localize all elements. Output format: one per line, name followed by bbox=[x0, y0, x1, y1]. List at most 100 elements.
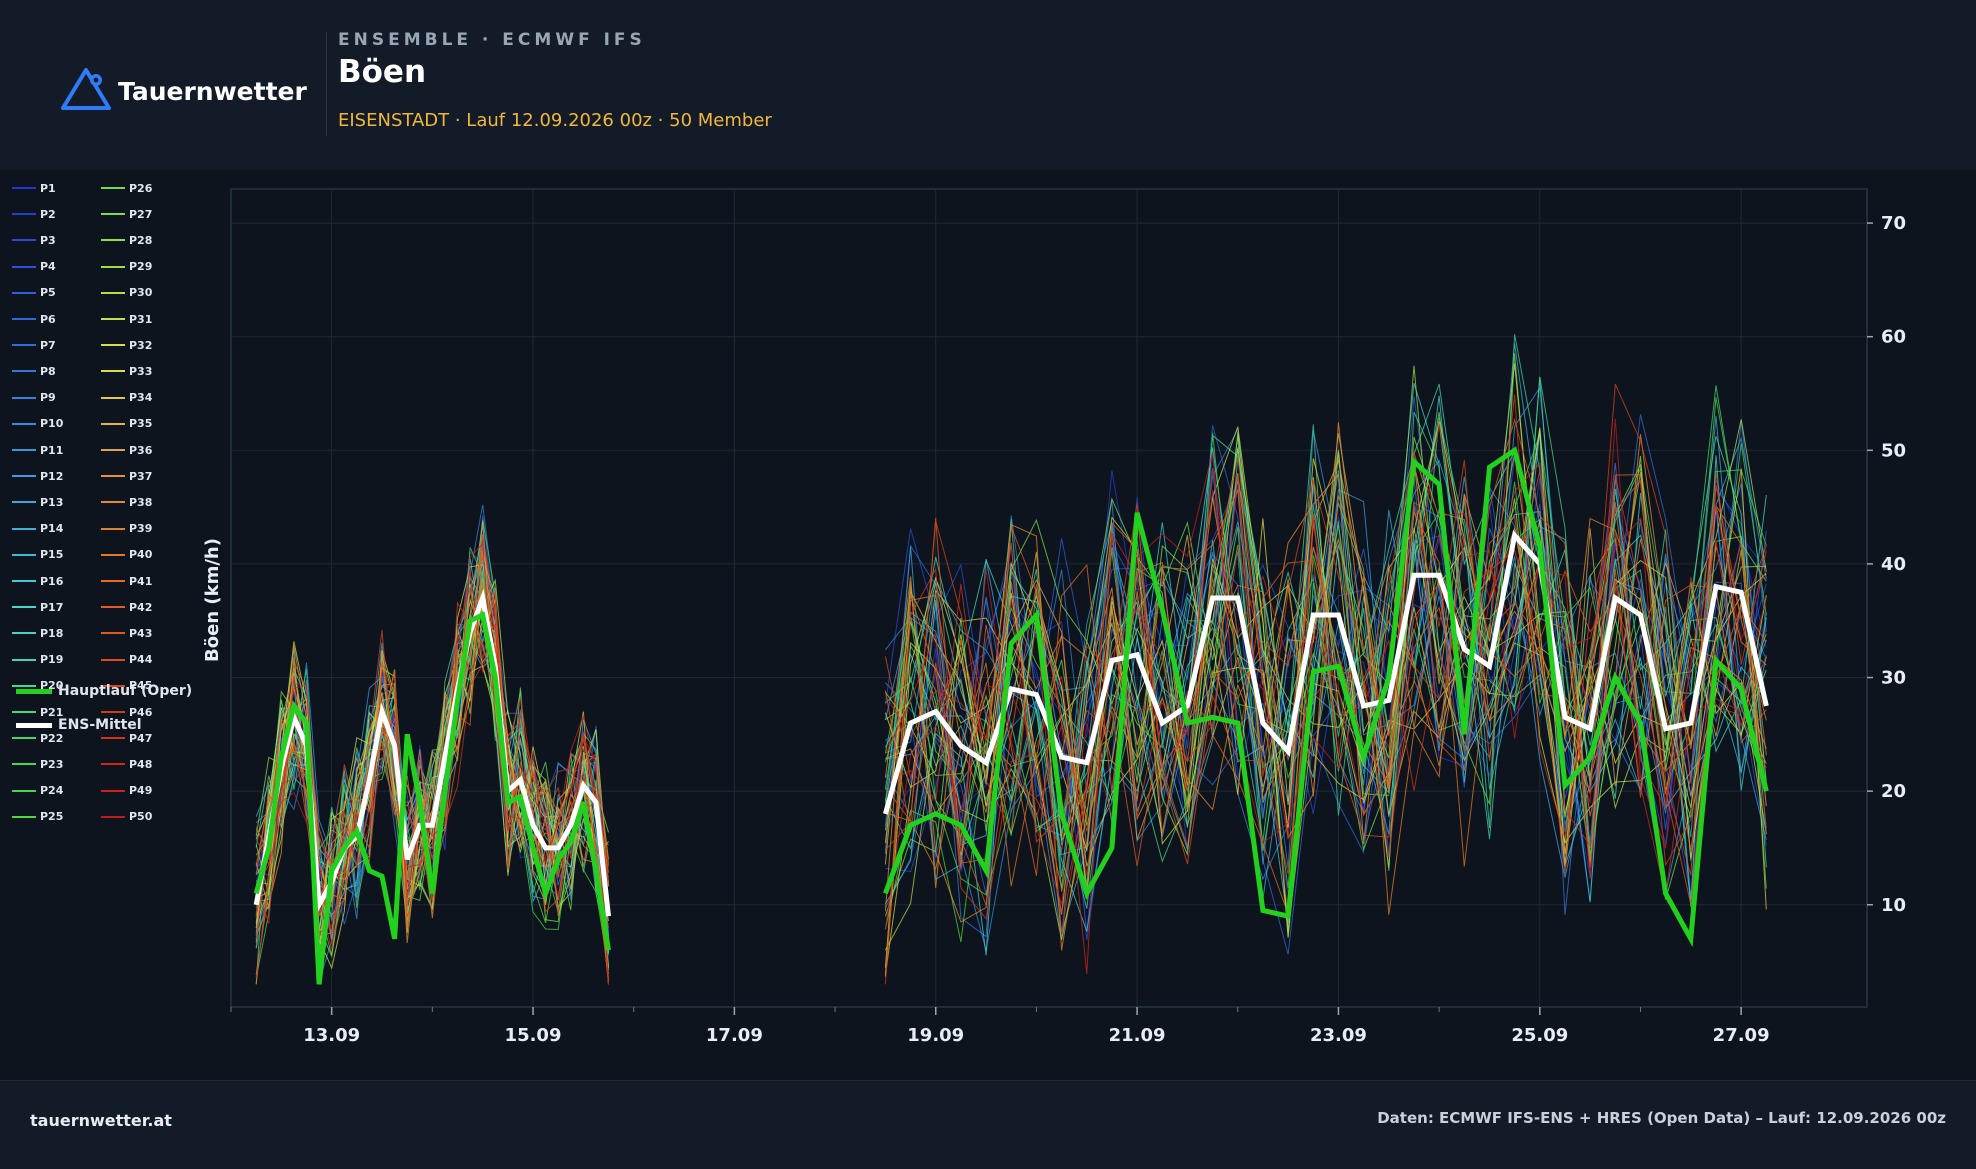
x-tick-label: 19.09 bbox=[907, 1025, 964, 1046]
legend-swatch bbox=[101, 527, 125, 530]
footer-site-link[interactable]: tauernwetter.at bbox=[30, 1111, 172, 1130]
legend-label: P28 bbox=[129, 233, 153, 247]
legend-swatch bbox=[12, 632, 36, 635]
legend-label: P22 bbox=[40, 731, 64, 745]
legend-item-p38: P38 bbox=[101, 494, 152, 510]
legend-swatch bbox=[12, 318, 36, 320]
triangle-pin-icon bbox=[60, 66, 112, 116]
legend-item-p21: P21 bbox=[12, 704, 63, 720]
legend-item-p41: P41 bbox=[101, 573, 152, 589]
legend-label: Hauptlauf (Oper) bbox=[58, 683, 193, 699]
legend-item-p49: P49 bbox=[101, 783, 152, 799]
legend-label: P43 bbox=[129, 626, 153, 640]
x-tick-label: 27.09 bbox=[1713, 1025, 1770, 1046]
legend-item-p36: P36 bbox=[101, 442, 152, 458]
legend-item-p23: P23 bbox=[12, 756, 63, 772]
header-kicker: ENSEMBLE · ECMWF IFS bbox=[338, 30, 646, 50]
legend-swatch bbox=[12, 291, 36, 294]
legend-swatch bbox=[101, 580, 125, 582]
brand-logo[interactable]: Tauernwetter bbox=[60, 66, 307, 116]
legend-swatch bbox=[101, 737, 125, 740]
legend-item-p9: P9 bbox=[12, 390, 56, 406]
legend-label: P32 bbox=[129, 338, 153, 352]
legend-item-p12: P12 bbox=[12, 468, 63, 484]
legend-label: P24 bbox=[40, 784, 64, 798]
member-line bbox=[884, 421, 1767, 968]
member-line bbox=[884, 479, 1767, 876]
legend-swatch bbox=[101, 501, 125, 504]
legend-swatch bbox=[101, 475, 125, 478]
x-tick-label: 17.09 bbox=[706, 1025, 763, 1046]
legend-label: P4 bbox=[40, 260, 56, 274]
legend-swatch bbox=[101, 711, 125, 713]
legend-swatch bbox=[101, 422, 125, 425]
legend-swatch bbox=[12, 475, 36, 478]
y-axis-label: Böen (km/h) bbox=[202, 538, 223, 662]
member-line bbox=[255, 554, 609, 985]
legend-item-p18: P18 bbox=[12, 625, 63, 641]
legend-swatch bbox=[12, 789, 36, 792]
legend-swatch bbox=[101, 658, 125, 661]
legend-swatch bbox=[12, 527, 36, 530]
legend-swatch bbox=[101, 763, 125, 766]
legend-item-p7: P7 bbox=[12, 337, 56, 353]
legend-label: P38 bbox=[129, 495, 153, 509]
legend-label: P48 bbox=[129, 757, 153, 771]
legend-item-p32: P32 bbox=[101, 337, 152, 353]
legend-label: P9 bbox=[40, 391, 56, 405]
y-tick-label: 20 bbox=[1881, 781, 1906, 802]
legend-swatch bbox=[12, 344, 36, 347]
legend-item-p46: P46 bbox=[101, 704, 152, 720]
legend-label: P41 bbox=[129, 574, 153, 588]
legend-swatch bbox=[12, 737, 36, 740]
legend-item-p42: P42 bbox=[101, 599, 152, 615]
legend-item-p24: P24 bbox=[12, 783, 63, 799]
legend-swatch bbox=[101, 684, 125, 687]
member-line bbox=[884, 376, 1767, 937]
legend-label: P5 bbox=[40, 286, 56, 300]
header-divider bbox=[326, 32, 327, 136]
member-line bbox=[884, 394, 1767, 985]
legend-item-p29: P29 bbox=[101, 259, 152, 275]
legend-swatch bbox=[101, 789, 125, 792]
legend-label: P47 bbox=[129, 731, 153, 745]
legend-item-p17: P17 bbox=[12, 599, 63, 615]
legend-label: P21 bbox=[40, 705, 64, 719]
legend-item-p31: P31 bbox=[101, 311, 152, 327]
member-line bbox=[884, 443, 1767, 892]
legend-item-p50: P50 bbox=[101, 809, 152, 825]
legend-item-p4: P4 bbox=[12, 259, 56, 275]
legend-swatch bbox=[12, 815, 36, 818]
legend-label: P35 bbox=[129, 417, 153, 431]
member-line bbox=[884, 418, 1767, 905]
header-bar: Tauernwetter ENSEMBLE · ECMWF IFS Böen E… bbox=[0, 0, 1976, 170]
footer-source: Daten: ECMWF IFS-ENS + HRES (Open Data) … bbox=[1377, 1109, 1946, 1127]
ensemble-chart: 10 20 30 40 50 60 70 13.09 15.09 17.09 19.09 21.09 2… bbox=[202, 188, 1906, 1046]
legend-label: P50 bbox=[129, 810, 153, 824]
legend-label: ENS-Mittel bbox=[58, 717, 142, 733]
legend-swatch bbox=[12, 711, 36, 713]
legend-label: P10 bbox=[40, 417, 64, 431]
legend-label: P8 bbox=[40, 364, 56, 378]
legend-item-p8: P8 bbox=[12, 363, 56, 379]
legend-item-p25: P25 bbox=[12, 809, 63, 825]
legend-swatch bbox=[101, 370, 125, 373]
legend-label: P31 bbox=[129, 312, 153, 326]
legend-swatch bbox=[101, 606, 125, 609]
legend-swatch bbox=[101, 344, 125, 347]
legend-item-p39: P39 bbox=[101, 521, 152, 537]
legend-swatch bbox=[12, 396, 36, 399]
y-tick-label: 70 bbox=[1881, 213, 1906, 234]
legend-label: P26 bbox=[129, 181, 153, 195]
oper-line bbox=[253, 611, 611, 985]
legend-item-p45: P45 bbox=[101, 678, 152, 694]
member-line bbox=[885, 417, 1767, 868]
legend-label: P13 bbox=[40, 495, 64, 509]
legend-item-mean: ENS-Mittel bbox=[16, 717, 142, 733]
legend-label: P44 bbox=[129, 653, 153, 667]
y-tick-label: 10 bbox=[1881, 895, 1906, 916]
legend-item-p3: P3 bbox=[12, 232, 56, 248]
legend-item-p15: P15 bbox=[12, 547, 63, 563]
legend-swatch bbox=[16, 688, 52, 694]
legend-swatch bbox=[12, 658, 36, 661]
